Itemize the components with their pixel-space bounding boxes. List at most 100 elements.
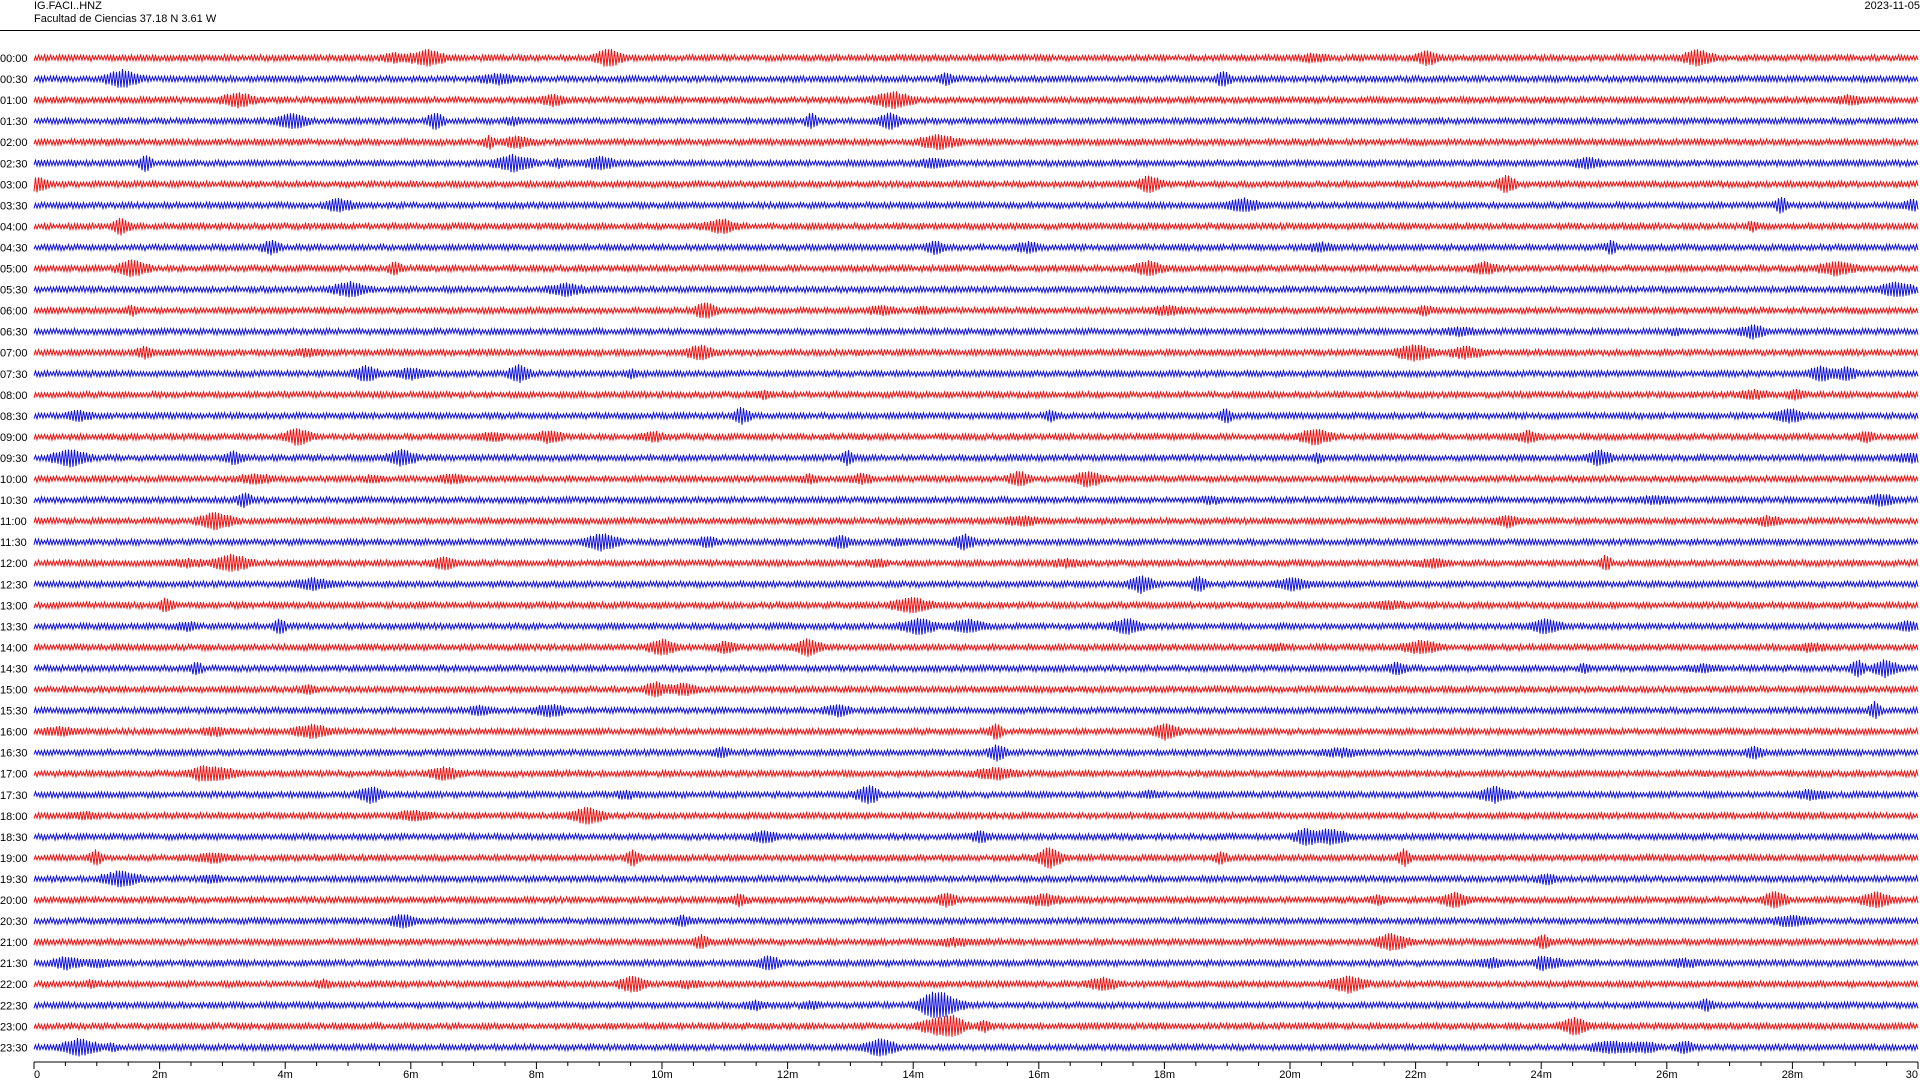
- trace-1000: [33, 471, 1919, 488]
- x-tick-label: 14m: [902, 1069, 923, 1080]
- row-label: 23:00: [0, 1021, 28, 1033]
- row-label: 23:30: [0, 1042, 28, 1054]
- trace-1530: [33, 700, 1919, 720]
- row-label: 04:30: [0, 243, 28, 255]
- row-label: 15:30: [0, 706, 28, 718]
- row-label-group: 00:00 00:30 01:00 01:30 02:00 02:30 03:00 03:30…: [0, 53, 28, 1054]
- trace-1700: [33, 765, 1919, 782]
- plot-header: IG.FACI..HNZ Facultad de Ciencias 37.18 …: [0, 0, 1920, 31]
- row-label: 16:30: [0, 748, 28, 760]
- row-label: 22:00: [0, 979, 28, 991]
- x-tick-label: 12m: [777, 1069, 798, 1080]
- trace-1800: [33, 807, 1919, 825]
- row-label: 13:30: [0, 621, 28, 633]
- trace-0430: [33, 239, 1919, 256]
- trace-1500: [33, 681, 1919, 698]
- trace-1100: [33, 512, 1919, 531]
- x-tick-label: 18m: [1154, 1069, 1175, 1080]
- x-tick-label: 30: [1906, 1069, 1918, 1080]
- row-label: 06:30: [0, 327, 28, 339]
- trace-0530: [33, 281, 1919, 298]
- trace-0800: [33, 389, 1919, 401]
- row-label: 10:00: [0, 474, 28, 486]
- row-label: 10:30: [0, 495, 28, 507]
- row-label: 17:00: [0, 769, 28, 781]
- row-label: 19:00: [0, 853, 28, 865]
- row-label: 20:30: [0, 916, 28, 928]
- row-label: 05:30: [0, 285, 28, 297]
- row-label: 00:30: [0, 74, 28, 86]
- trace-0730: [33, 364, 1919, 384]
- station-code: IG.FACI..HNZ: [34, 0, 102, 12]
- trace-1330: [33, 617, 1919, 635]
- trace-0230: [33, 153, 1919, 173]
- trace-2230: [33, 991, 1919, 1019]
- x-tick-label: 8m: [529, 1069, 544, 1080]
- row-label: 22:30: [0, 1000, 28, 1012]
- row-label: 13:00: [0, 600, 28, 612]
- trace-1930: [33, 870, 1919, 888]
- x-tick-label: 22m: [1405, 1069, 1426, 1080]
- trace-0500: [33, 259, 1919, 278]
- trace-0900: [33, 428, 1919, 446]
- row-label: 00:00: [0, 53, 28, 65]
- row-label: 12:30: [0, 579, 28, 591]
- row-label: 12:00: [0, 558, 28, 570]
- trace-0100: [33, 91, 1919, 109]
- trace-1830: [33, 827, 1919, 846]
- row-label: 04:00: [0, 221, 28, 233]
- trace-0630: [33, 324, 1919, 340]
- trace-0300: [33, 175, 1919, 193]
- x-tick-label: 0: [34, 1069, 40, 1080]
- row-label: 09:30: [0, 453, 28, 465]
- plot-date: 2023-11-05: [1864, 0, 1920, 12]
- row-label: 01:00: [0, 95, 28, 107]
- row-label: 11:30: [0, 537, 27, 549]
- trace-1730: [33, 785, 1919, 805]
- row-label: 01:30: [0, 116, 28, 128]
- row-label: 16:00: [0, 727, 28, 739]
- row-label: 18:30: [0, 832, 28, 844]
- x-tick-label: 10m: [651, 1069, 672, 1080]
- row-label: 08:30: [0, 411, 28, 423]
- row-label: 02:30: [0, 158, 28, 170]
- row-label: 14:30: [0, 664, 28, 676]
- trace-0700: [33, 344, 1919, 362]
- trace-0400: [33, 217, 1919, 236]
- trace-0930: [33, 448, 1919, 468]
- trace-1130: [33, 533, 1919, 552]
- row-label: 20:00: [0, 895, 28, 907]
- trace-group: [33, 48, 1919, 1057]
- trace-2130: [33, 955, 1919, 972]
- trace-1600: [33, 723, 1919, 741]
- trace-2000: [33, 891, 1919, 909]
- x-axis: 0 2m 4m 6m 8m 10m 12m 14m 16m 18m 20m 22m 24m 26m 28m 3…: [33, 1061, 1919, 1080]
- row-label: 19:30: [0, 874, 28, 886]
- row-label: 08:00: [0, 390, 28, 402]
- trace-1430: [33, 659, 1919, 679]
- trace-2030: [33, 914, 1919, 929]
- x-tick-label: 24m: [1530, 1069, 1551, 1080]
- row-label: 05:00: [0, 264, 28, 276]
- trace-0600: [33, 302, 1919, 319]
- trace-1300: [33, 597, 1919, 614]
- trace-0000: [33, 48, 1919, 67]
- row-label: 21:30: [0, 958, 28, 970]
- row-label: 06:00: [0, 306, 28, 318]
- station-info: Facultad de Ciencias 37.18 N 3.61 W: [34, 13, 217, 25]
- x-tick-label: 2m: [152, 1069, 167, 1080]
- row-label: 07:30: [0, 369, 28, 381]
- trace-0130: [33, 112, 1919, 130]
- trace-2330: [33, 1038, 1919, 1057]
- row-label: 18:00: [0, 811, 28, 823]
- row-label: 14:00: [0, 642, 28, 654]
- trace-0030: [33, 69, 1919, 88]
- trace-2100: [33, 932, 1919, 952]
- trace-1900: [33, 847, 1919, 869]
- trace-2300: [33, 1014, 1919, 1037]
- trace-2200: [33, 975, 1919, 994]
- trace-1630: [33, 744, 1919, 762]
- row-label: 02:00: [0, 137, 28, 149]
- row-label: 07:00: [0, 348, 28, 360]
- x-tick-label: 20m: [1279, 1069, 1300, 1080]
